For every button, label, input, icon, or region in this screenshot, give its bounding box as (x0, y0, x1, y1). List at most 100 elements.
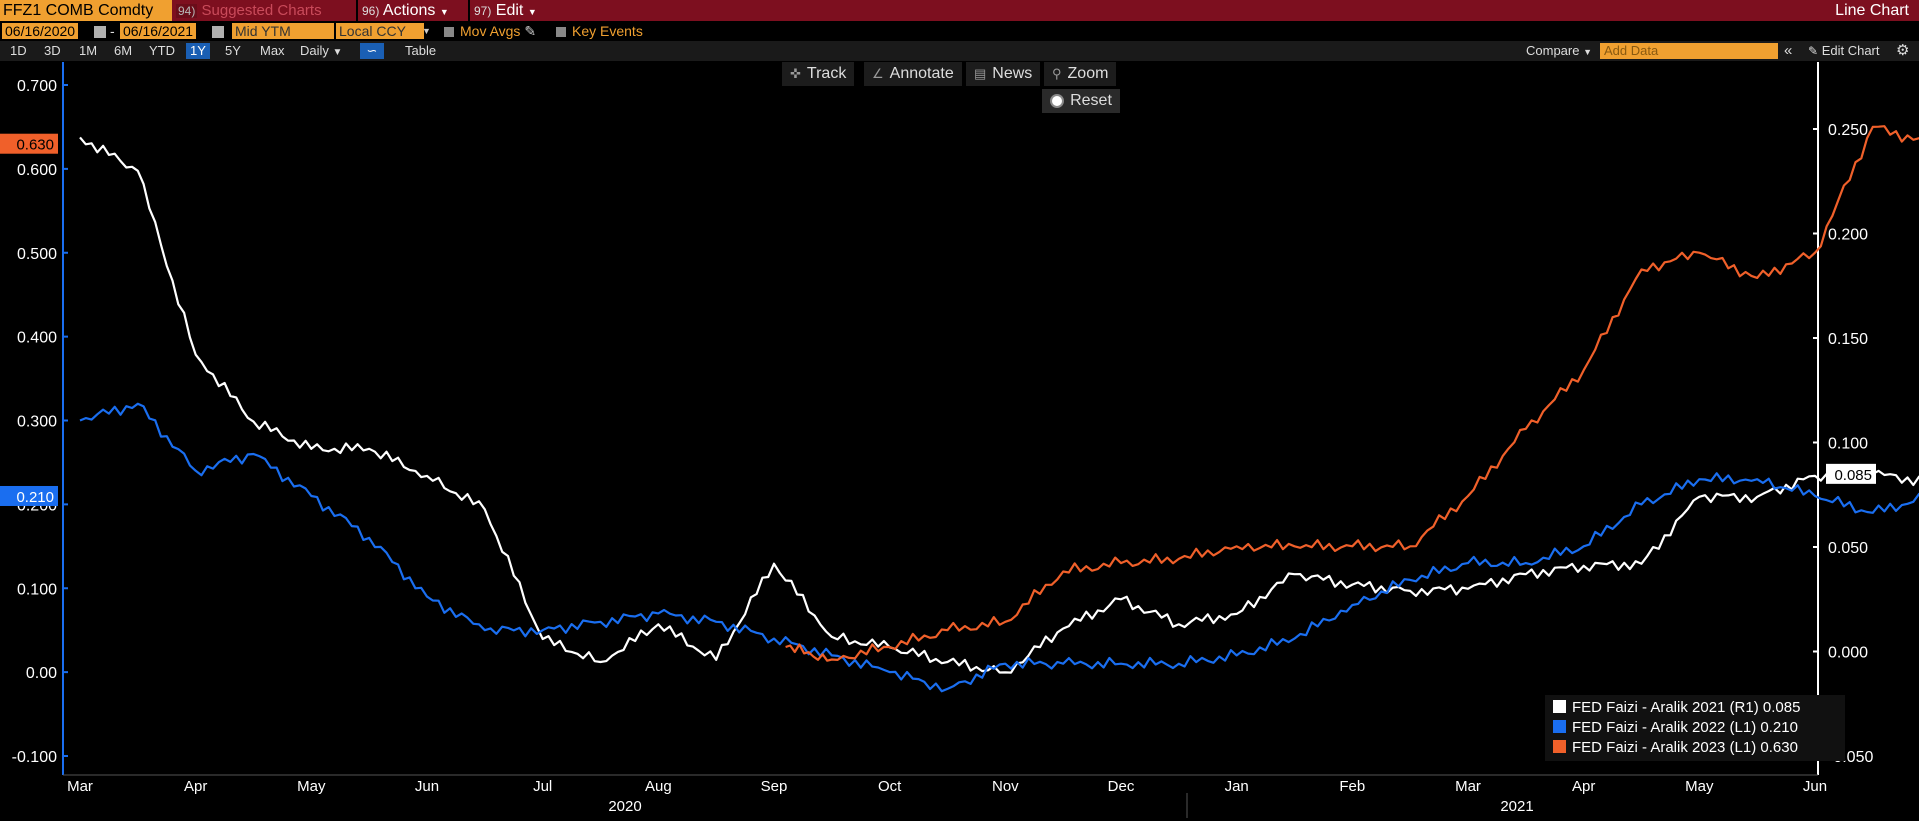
series-line-2 (785, 125, 1919, 662)
zoom-button[interactable]: ⚲ Zoom (1044, 62, 1117, 86)
add-data-input[interactable]: Add Data (1600, 43, 1778, 59)
compare-menu[interactable]: Compare ▼ (1526, 43, 1593, 58)
right-tick-label: 0.000 (1828, 645, 1868, 662)
range-5y-button[interactable]: 5Y (225, 43, 241, 58)
end-date-field[interactable]: 06/16/2021 (120, 23, 197, 39)
last-value-tags: 0.630 0.210 0.085 (0, 133, 1876, 506)
last-value-tag (0, 133, 58, 154)
track-button[interactable]: ✜ Track (782, 62, 855, 86)
month-tick-label: Apr (1572, 778, 1595, 795)
date-controls-row: 06/16/2020 - 06/16/2021 Mid YTM Local CC… (0, 21, 1919, 41)
left-tick-label: -0.100 (12, 749, 57, 766)
left-tick-label: 0.500 (17, 246, 57, 263)
news-button[interactable]: ▤ News (966, 62, 1041, 86)
edit-chart-label: Edit Chart (1821, 43, 1880, 58)
month-tick-label: Aug (645, 778, 672, 795)
month-tick-label: Jun (415, 778, 439, 795)
currency-selector[interactable]: Local CCY (336, 23, 424, 39)
range-1m-button[interactable]: 1M (79, 43, 98, 58)
legend-swatch (1553, 740, 1566, 753)
left-tick-label: 0.100 (17, 581, 57, 598)
left-tick-label: 0.300 (17, 414, 57, 431)
view-title: Line Chart (1835, 2, 1909, 19)
edit-menu-button[interactable]: 97) Edit ▼ (474, 0, 537, 21)
legend-label: FED Faizi - Aralik 2023 (L1) 0.630 (1572, 739, 1798, 756)
news-icon: ▤ (974, 66, 987, 81)
reset-button[interactable]: Reset (1042, 89, 1120, 113)
calendar-icon[interactable] (94, 23, 106, 39)
toolbar-divider (356, 0, 358, 21)
news-label: News (992, 65, 1033, 82)
right-tick-label: 0.250 (1828, 122, 1868, 139)
date-separator: - (110, 23, 115, 39)
gear-icon[interactable]: ⚙ (1896, 42, 1910, 59)
month-tick-label: Apr (184, 778, 207, 795)
year-tick-label: 2021 (1500, 798, 1533, 815)
track-label: Track (806, 65, 847, 82)
security-ticker[interactable]: FFZ1 COMB Comdty (0, 0, 172, 21)
edit-label: Edit (495, 2, 524, 19)
range-3d-button[interactable]: 3D (44, 43, 61, 58)
legend-entry-2022[interactable]: FED Faizi - Aralik 2022 (L1) 0.210 (1553, 718, 1798, 738)
range-ytd-button[interactable]: YTD (149, 43, 175, 58)
range-max-button[interactable]: Max (260, 43, 285, 58)
line-chart-icon[interactable]: ∽ (360, 43, 384, 59)
legend-label: FED Faizi - Aralik 2021 (R1) 0.085 (1572, 699, 1801, 716)
range-1y-button[interactable]: 1Y (186, 43, 210, 59)
last-value-label: 0.085 (1834, 467, 1872, 484)
mov-avgs-label: Mov Avgs (460, 23, 521, 39)
caret-down-icon[interactable]: ▼ (422, 26, 431, 36)
series-line-1 (79, 402, 1919, 693)
month-tick-label: Jan (1225, 778, 1249, 795)
key-events-label: Key Events (572, 23, 643, 39)
field-selector[interactable]: Mid YTM (232, 23, 334, 39)
key-events-checkbox[interactable]: Key Events (556, 23, 643, 39)
top-toolbar: FFZ1 COMB Comdty 94) Suggested Charts 96… (0, 0, 1919, 21)
right-tick-label: 0.050 (1828, 540, 1868, 557)
periodicity-selector[interactable]: Daily ▼ (300, 43, 343, 58)
left-tick-label: 0.00 (26, 665, 57, 682)
chart-axes: 0.700 0.600 0.500 0.400 0.300 0.200 0.100 0.00 -… (12, 62, 1873, 818)
legend-entry-2023[interactable]: FED Faizi - Aralik 2023 (L1) 0.630 (1553, 738, 1798, 758)
crosshair-icon: ✜ (790, 66, 801, 81)
suggested-charts-button[interactable]: 94) Suggested Charts (176, 0, 322, 21)
compare-label: Compare (1526, 43, 1580, 58)
caret-down-icon: ▼ (527, 7, 537, 17)
legend-swatch (1553, 720, 1566, 733)
actions-label: Actions (382, 2, 436, 19)
month-tick-label: Jun (1803, 778, 1827, 795)
start-date-field[interactable]: 06/16/2020 (2, 23, 79, 39)
suggested-charts-number: 94) (176, 4, 198, 18)
last-value-label: 0.210 (16, 489, 54, 506)
range-6m-button[interactable]: 6M (114, 43, 133, 58)
legend-entry-2021[interactable]: FED Faizi - Aralik 2021 (R1) 0.085 (1553, 698, 1800, 718)
month-tick-label: Sep (761, 778, 788, 795)
collapse-icon[interactable]: « (1784, 42, 1793, 59)
actions-number: 96) (362, 4, 380, 18)
left-tick-label: 0.400 (17, 330, 57, 347)
range-1d-button[interactable]: 1D (10, 43, 27, 58)
mov-avgs-checkbox[interactable]: Mov Avgs ✎ (444, 23, 536, 39)
last-value-label: 0.630 (16, 137, 54, 154)
periodicity-label: Daily (300, 43, 329, 58)
reset-icon (1050, 93, 1065, 108)
annotate-button[interactable]: ∠ Annotate (864, 62, 962, 86)
pencil-icon: ∠ (872, 66, 884, 81)
right-tick-label: 0.200 (1828, 227, 1868, 244)
month-tick-label: Oct (878, 778, 902, 795)
edit-chart-button[interactable]: ✎ Edit Chart (1808, 43, 1880, 58)
chart-lines (79, 125, 1919, 693)
table-button[interactable]: Table (405, 43, 437, 58)
actions-menu-button[interactable]: 96) Actions ▼ (362, 0, 449, 21)
right-tick-label: 0.150 (1828, 331, 1868, 348)
toolbar-divider (468, 0, 470, 21)
left-tick-label: 0.700 (17, 78, 57, 95)
suggested-charts-label: Suggested Charts (201, 2, 322, 19)
month-tick-label: Nov (992, 778, 1019, 795)
calendar-icon[interactable] (212, 23, 224, 39)
legend-label: FED Faizi - Aralik 2022 (L1) 0.210 (1572, 719, 1798, 736)
month-tick-label: Jul (533, 778, 552, 795)
month-tick-label: Mar (67, 778, 93, 795)
month-tick-label: May (1685, 778, 1714, 795)
